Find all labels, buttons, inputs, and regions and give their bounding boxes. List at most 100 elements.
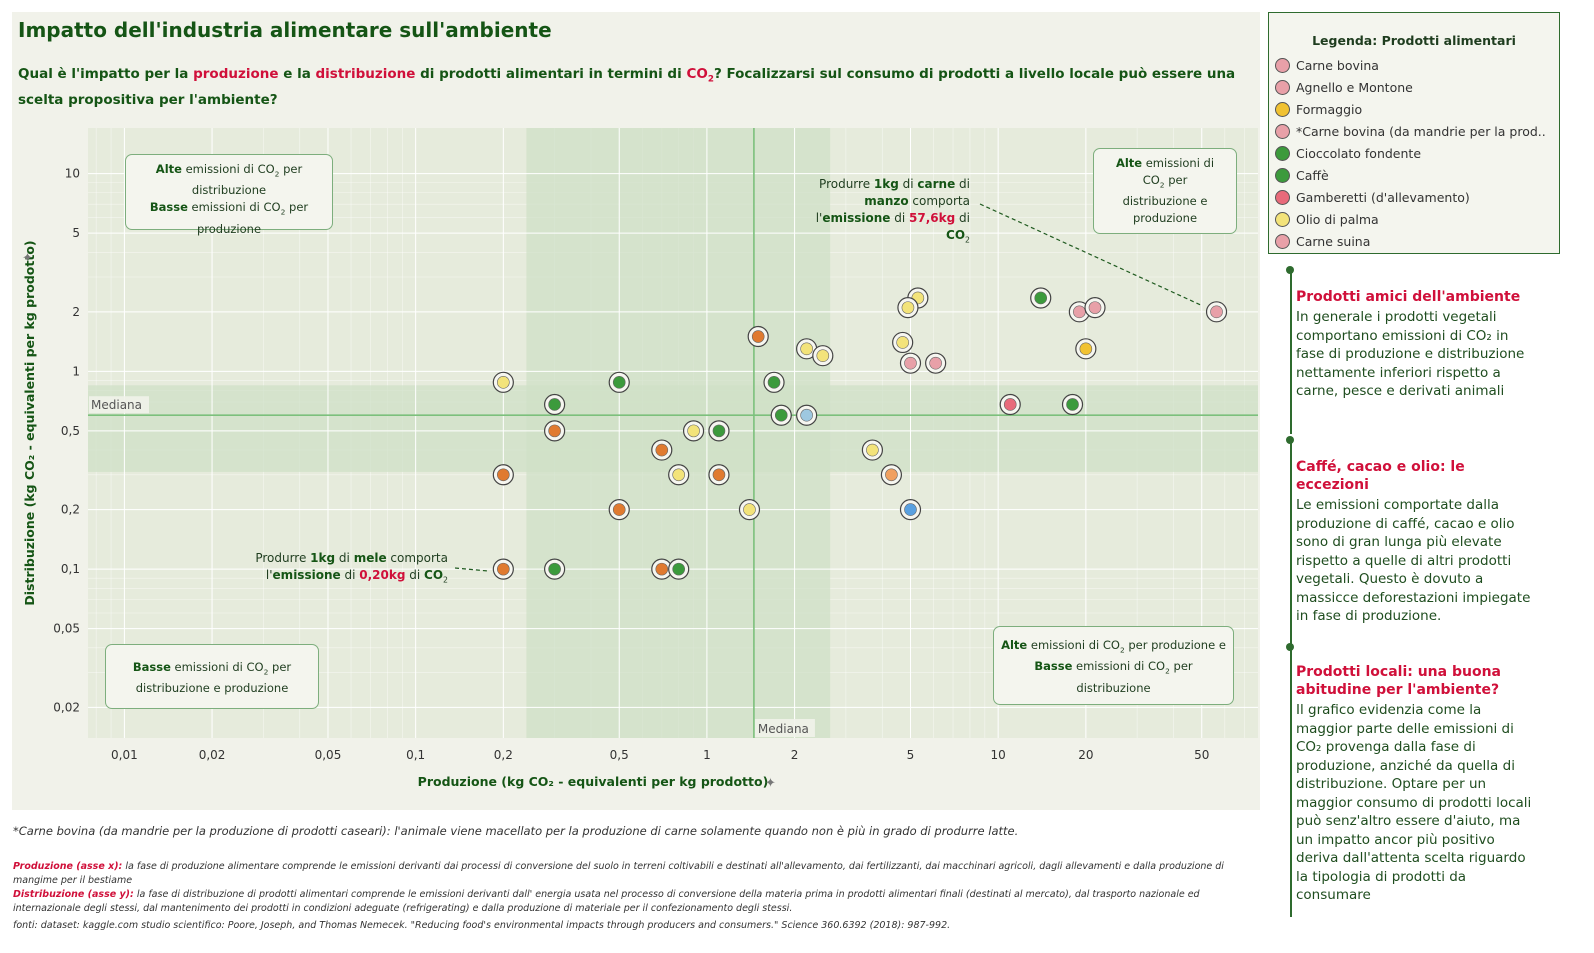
qbox-bold: Alte — [155, 162, 182, 176]
story-body: Il grafico evidenzia come la maggior par… — [1296, 702, 1532, 903]
legend-item[interactable]: Carne suina — [1269, 230, 1559, 252]
subtitle-text: ? Focalizzarsi sul consumo di prodotti a… — [18, 66, 1236, 108]
leaf-icon — [1275, 167, 1290, 183]
x-tick-label: 0,05 — [315, 748, 342, 762]
legend-item[interactable]: Gamberetti (d'allevamento) — [1269, 186, 1559, 208]
page-title: Impatto dell'industria alimentare sull'a… — [18, 18, 552, 42]
data-point — [608, 498, 630, 521]
qbox-text: emissioni di CO — [1072, 659, 1166, 674]
x-tick-label: 10 — [991, 748, 1006, 762]
qbox-sub: 2 — [1119, 645, 1125, 655]
data-point — [796, 404, 818, 426]
qbox-text: per distribuzione — [191, 162, 303, 198]
legend-item[interactable]: Agnello e Montone — [1269, 76, 1559, 98]
ann-bold: manzo — [864, 194, 909, 208]
data-point-icon — [548, 562, 561, 576]
data-point — [899, 498, 922, 521]
data-point — [738, 498, 761, 521]
legend-item[interactable]: Olio di palma — [1269, 208, 1559, 230]
ann-bold: 1kg — [873, 177, 899, 191]
qbox-bold: Basse — [132, 660, 171, 674]
story-dot — [1286, 643, 1294, 651]
qbox-text: per distribuzione — [1076, 659, 1193, 695]
data-point-icon — [612, 376, 626, 389]
legend-item-label: Cioccolato fondente — [1296, 145, 1422, 161]
qbox-text: emissioni di CO — [181, 162, 275, 176]
x-tick-label: 0,2 — [494, 748, 513, 762]
qbox-sub: 2 — [263, 667, 269, 677]
y-tick-label: 5 — [72, 226, 80, 240]
pin-icon: ✦ — [22, 251, 33, 266]
legend-list[interactable]: Carne bovina Agnello e Montone Formaggio *C… — [1269, 54, 1559, 252]
legend-item[interactable]: Caffè — [1269, 164, 1559, 186]
story-body: Le emissioni comportate dalla produzione… — [1296, 497, 1531, 624]
qbox-bold: Basse — [149, 200, 188, 215]
data-point-icon — [743, 503, 756, 516]
quadrant-top-left: Alte emissioni di CO2 per distribuzione … — [125, 154, 333, 236]
data-point-icon — [1210, 305, 1223, 319]
y-tick-label: 0,05 — [53, 622, 80, 636]
footnote-dist-label: Distribuzione (asse y): — [13, 889, 134, 900]
data-point-icon — [767, 376, 781, 389]
legend-item[interactable]: Cioccolato fondente — [1269, 142, 1559, 164]
legend-item-label: Olio di palma — [1296, 211, 1379, 227]
legend-item[interactable]: *Carne bovina (da mandrie per la prod.. — [1269, 120, 1559, 142]
story-body: In generale i prodotti vegetali comporta… — [1296, 309, 1525, 399]
data-point — [668, 558, 690, 580]
subtitle-highlight-produzione: produzione — [193, 66, 279, 82]
ann-text: di — [335, 551, 354, 565]
y-tick-label: 0,1 — [61, 562, 80, 576]
qbox-text: per produzione e — [1124, 638, 1226, 652]
meat-icon — [1275, 57, 1290, 73]
qbox-text: per distribuzione e produzione — [135, 660, 292, 696]
meat-icon — [1275, 123, 1290, 139]
subtitle-text: e la — [278, 66, 316, 82]
ann-text: Produrre — [819, 177, 874, 191]
footnote-dist-text: la fase di distribuzione di prodotti ali… — [13, 889, 1200, 914]
data-point-icon — [672, 468, 685, 482]
subtitle-highlight-distribuzione: distribuzione — [315, 66, 416, 82]
qbox-text: per distribuzione e produzione — [1122, 173, 1208, 226]
legend-item-label: Agnello e Montone — [1296, 79, 1413, 95]
legend-item[interactable]: Formaggio — [1269, 98, 1559, 120]
median-band-y — [88, 385, 1258, 472]
data-point-icon — [497, 562, 510, 576]
qbox-bold: Basse — [1034, 659, 1073, 674]
pin-icon: ✦ — [765, 776, 776, 791]
footnote-definitions: Produzione (asse x): la fase di produzio… — [13, 860, 1243, 916]
meat-icon — [1275, 233, 1290, 249]
ann-sub: 2 — [443, 575, 448, 585]
qbox-sub: 2 — [1165, 666, 1170, 676]
data-point — [1068, 301, 1090, 323]
data-point-icon — [1003, 398, 1017, 411]
y-tick-label: 0,2 — [61, 503, 80, 517]
data-point-icon — [866, 443, 879, 457]
data-point — [1061, 393, 1084, 416]
ann-text: di — [955, 177, 970, 191]
data-point — [682, 420, 705, 442]
ann-text: Produrre — [255, 551, 311, 565]
data-point — [492, 558, 514, 580]
qbox-text: emissioni di CO — [170, 660, 264, 674]
x-tick-label: 2 — [791, 748, 799, 762]
annotation-beef: Produrre 1kg di carne di manzo comporta … — [800, 176, 970, 248]
qbox-sub: 2 — [280, 207, 286, 217]
x-tick-label: 5 — [907, 748, 915, 762]
legend[interactable]: Legenda: Prodotti alimentari Carne bovin… — [1268, 12, 1560, 254]
y-tick-label: 1 — [72, 364, 80, 378]
story-heading: Prodotti locali: una buona abitudine per… — [1296, 664, 1501, 698]
data-point-icon — [816, 349, 830, 362]
story-1: Prodotti amici dell'ambiente In generale… — [1286, 266, 1532, 434]
cheese-icon — [1275, 101, 1290, 117]
ann-text: di — [890, 211, 910, 225]
data-point — [880, 464, 903, 486]
data-point-icon — [800, 342, 813, 356]
page-subtitle: Qual è l'impatto per la produzione e la … — [18, 64, 1258, 110]
data-point — [897, 297, 919, 319]
data-point — [770, 404, 792, 426]
legend-item[interactable]: Carne bovina — [1269, 54, 1559, 76]
data-point — [708, 464, 730, 486]
data-point — [492, 464, 514, 486]
median-label-bg — [754, 719, 815, 737]
footnote-star: *Carne bovina (da mandrie per la produzi… — [13, 824, 1019, 838]
